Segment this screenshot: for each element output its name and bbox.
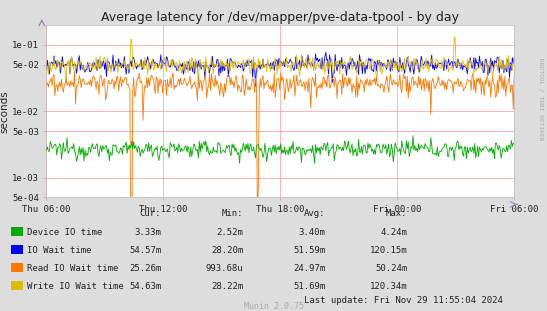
Text: 51.59m: 51.59m [293,246,325,254]
Text: 54.57m: 54.57m [129,246,161,254]
Text: 50.24m: 50.24m [375,264,408,272]
Text: 120.34m: 120.34m [370,282,408,290]
Text: 24.97m: 24.97m [293,264,325,272]
Text: 25.26m: 25.26m [129,264,161,272]
Text: 28.20m: 28.20m [211,246,243,254]
Text: 28.22m: 28.22m [211,282,243,290]
Text: Write IO Wait time: Write IO Wait time [27,282,124,290]
Text: Max:: Max: [386,209,408,218]
Text: 51.69m: 51.69m [293,282,325,290]
Text: Avg:: Avg: [304,209,325,218]
Text: Munin 2.0.75: Munin 2.0.75 [243,302,304,311]
Text: 54.63m: 54.63m [129,282,161,290]
Text: Read IO Wait time: Read IO Wait time [27,264,119,272]
Text: 3.40m: 3.40m [299,228,325,236]
Text: Cur:: Cur: [140,209,161,218]
Text: RRDTOOL / TOBI OETIKER: RRDTOOL / TOBI OETIKER [538,58,543,141]
Text: IO Wait time: IO Wait time [27,246,92,254]
Text: 2.52m: 2.52m [217,228,243,236]
Text: Device IO time: Device IO time [27,228,103,236]
Text: 4.24m: 4.24m [381,228,408,236]
Text: 120.15m: 120.15m [370,246,408,254]
Text: 3.33m: 3.33m [135,228,161,236]
Text: Min:: Min: [222,209,243,218]
Text: 993.68u: 993.68u [206,264,243,272]
Title: Average latency for /dev/mapper/pve-data-tpool - by day: Average latency for /dev/mapper/pve-data… [101,11,459,24]
Text: Last update: Fri Nov 29 11:55:04 2024: Last update: Fri Nov 29 11:55:04 2024 [304,296,503,305]
Y-axis label: seconds: seconds [0,90,9,132]
